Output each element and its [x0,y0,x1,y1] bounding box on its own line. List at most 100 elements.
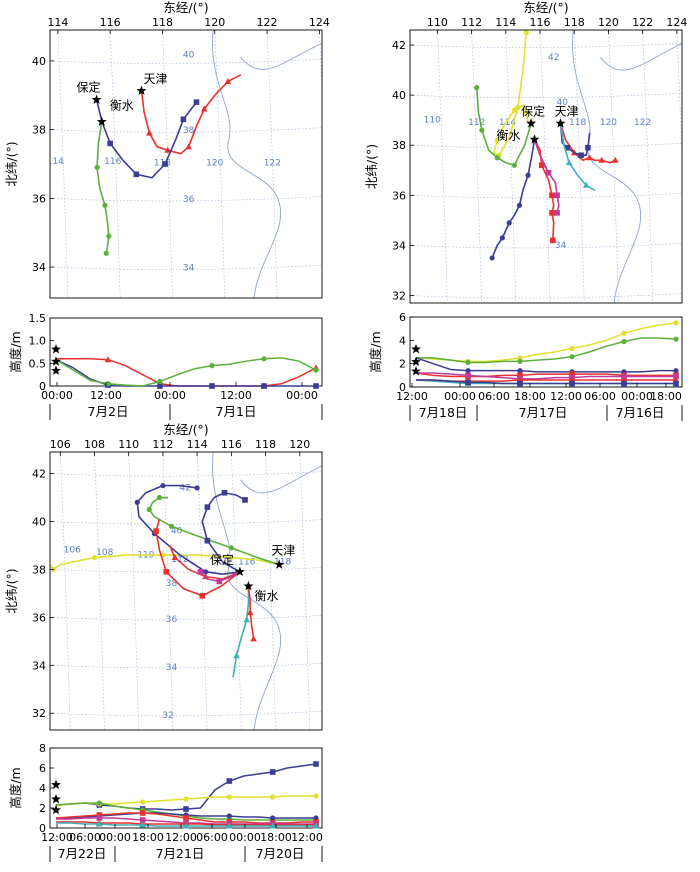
trajectory-point [134,499,140,505]
y-axis-title: 北纬/(°) [364,144,379,189]
x-axis-title: 东经/(°) [163,0,208,15]
height-point [104,356,112,363]
parallel [410,92,682,98]
station-star [555,118,566,128]
height-y-tick-label: 2 [399,358,406,371]
station-star [91,94,102,104]
height-point [465,359,471,366]
height-frame [409,316,683,388]
meridian [299,452,311,730]
x-tick-label: 116 [221,438,242,451]
station-label: 衡水 [254,589,278,603]
y-tick-label: 36 [32,192,46,205]
height-point [270,815,276,821]
height-point [673,380,679,387]
coastline [240,465,322,494]
height-x-tick-label: 12:00 [90,389,122,402]
grid-label: 110 [424,116,441,126]
trajectory-p3-4 [153,518,241,599]
height-start-star [51,356,61,366]
height-point [621,330,627,336]
grid-label: 112 [468,118,485,128]
trajectory-point [103,250,109,256]
height-point [569,345,575,352]
x-tick-label: 124 [666,16,687,29]
height-point [139,821,146,828]
trajectory-p3-7 [232,586,251,678]
height-x-tick-label: 18:00 [514,390,546,403]
trajectory-line [96,121,110,254]
day-label: 7月1日 [216,404,257,419]
height-start-star [411,356,421,366]
day-label: 7月2日 [88,404,129,419]
height-point [269,822,276,829]
trajectory-line [232,586,250,678]
day-label: 7月17日 [519,405,568,420]
height-point [465,379,471,386]
trajectory-point [243,616,251,623]
x-tick-label: 118 [152,16,173,29]
map-frame [49,29,323,299]
height-start-star [51,779,61,789]
height-y-tick-label: 2 [39,802,46,815]
trajectory-point [511,162,517,168]
grid-label: 34 [183,264,195,274]
trajectory-point [91,554,98,561]
meridian [128,452,139,730]
y-tick-label: 40 [32,55,46,68]
trajectory-point [250,635,257,642]
x-tick-label: 114 [495,16,516,29]
height-point [209,363,215,369]
trajectory-point [506,220,512,226]
coastline [600,43,682,71]
height-y-tick-label: 6 [399,311,406,324]
height-start-star [51,794,61,804]
height-point [261,383,267,389]
trajectory-point [162,161,168,167]
trajectory-point [494,137,500,143]
height-point [312,822,320,829]
trajectory-p3-1 [146,494,280,566]
station-label: 衡水 [110,99,134,113]
y-tick-label: 38 [392,139,406,152]
height-point [621,338,627,345]
height-point [270,794,276,800]
height-point [673,336,679,342]
parallel [50,710,322,717]
height-line [55,357,317,387]
y-tick-label: 38 [32,124,46,137]
height-y-tick-label: 4 [39,782,46,795]
trajectory-line [533,139,560,214]
coastline [212,452,281,730]
trajectory-point [193,99,200,105]
x-tick-label: 122 [257,16,278,29]
parallel [50,615,322,621]
meridian [57,30,69,298]
height-y-axis-title: 高度/m [368,331,383,372]
height-x-tick-label: 12:00 [396,390,428,403]
trajectory-point [479,127,485,133]
trajectory-line [95,99,198,179]
height-panel-p1: 0 0.5 1.0 1.5 高度/m 00:00 12:00 00:00 12:00 00:00 7… [8,312,323,420]
trajectory-point [545,169,552,176]
grid-label: 36 [166,615,178,625]
station-label: 保定 [210,552,234,567]
trajectory-point [204,537,211,544]
grid-label: 112 [171,555,188,565]
map-frame [49,451,323,731]
parallel [410,193,682,199]
y-tick-label: 36 [392,189,406,202]
trajectory-point [133,171,140,178]
meridian [196,452,208,730]
trajectory-p2-1 [474,85,532,168]
height-point [226,813,232,819]
trajectory-line [169,545,241,580]
trajectory-point [224,78,232,85]
day-label: 7月22日 [58,846,107,861]
height-point [261,356,267,362]
parallel [50,471,322,477]
meridian [59,452,71,730]
trajectory-point [585,144,591,151]
trajectory-p2-2 [489,139,536,261]
height-point [269,769,276,775]
